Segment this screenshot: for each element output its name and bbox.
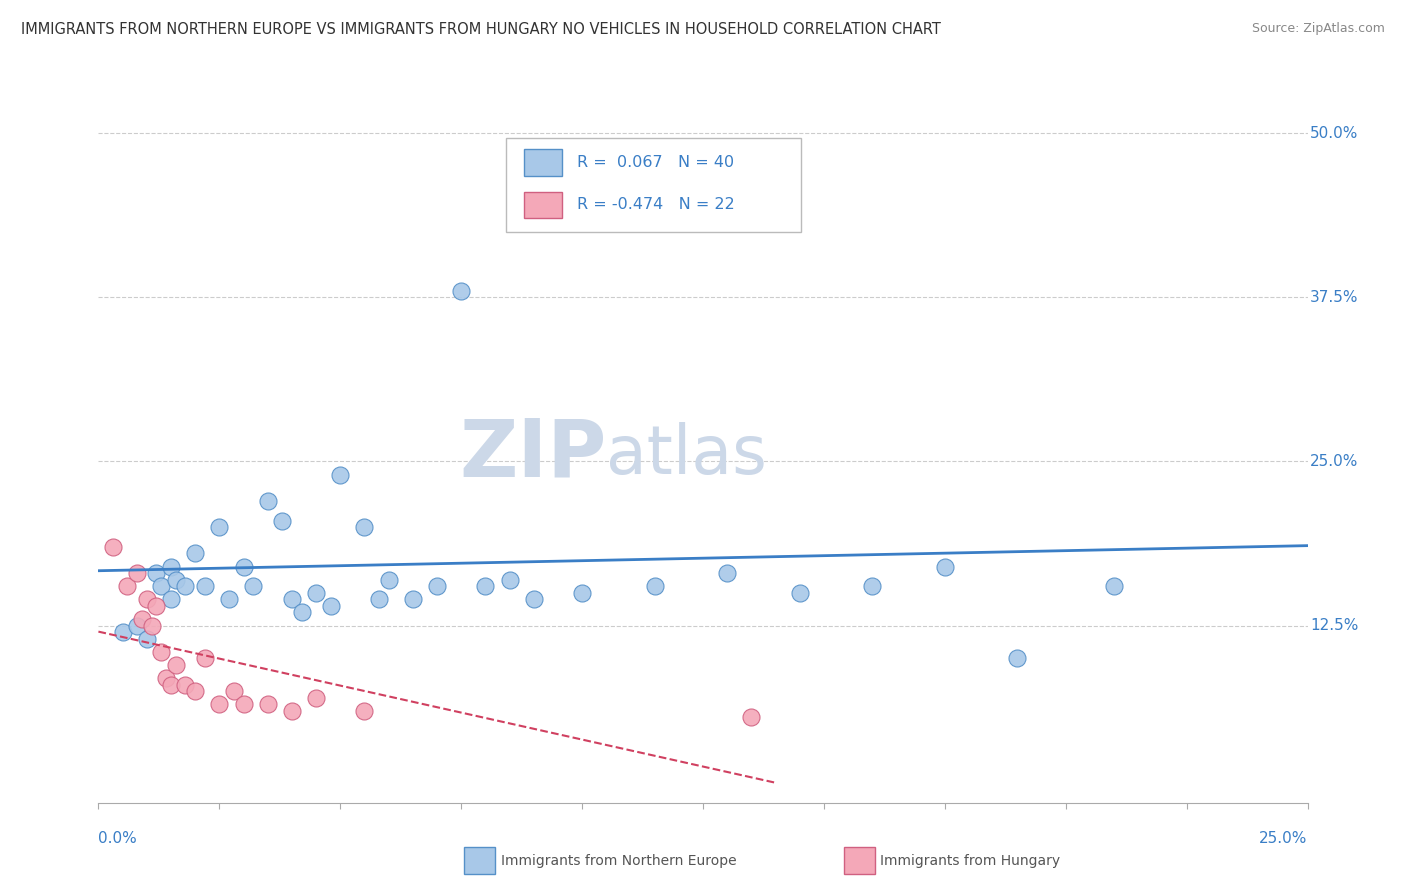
Point — [184, 546, 207, 560]
Point — [716, 566, 738, 580]
Point — [208, 698, 231, 712]
Point — [232, 698, 254, 712]
Point — [145, 566, 167, 580]
Bar — [524, 150, 562, 176]
Point — [184, 684, 207, 698]
Point — [117, 579, 139, 593]
Bar — [524, 192, 562, 218]
Text: Immigrants from Hungary: Immigrants from Hungary — [880, 854, 1060, 868]
Point — [131, 612, 153, 626]
Point — [740, 710, 762, 724]
Point — [368, 592, 391, 607]
Point — [353, 520, 375, 534]
Point — [377, 573, 399, 587]
Point — [242, 579, 264, 593]
Point — [329, 467, 352, 482]
Point — [595, 166, 617, 180]
Text: 50.0%: 50.0% — [1310, 126, 1358, 141]
FancyBboxPatch shape — [506, 138, 801, 232]
Text: 37.5%: 37.5% — [1310, 290, 1358, 305]
Point — [101, 540, 124, 554]
Point — [450, 284, 472, 298]
Point — [194, 651, 217, 665]
Point — [353, 704, 375, 718]
Point — [218, 592, 240, 607]
Point — [127, 618, 149, 632]
Point — [165, 657, 187, 672]
Text: 25.0%: 25.0% — [1310, 454, 1358, 469]
Text: R =  0.067   N = 40: R = 0.067 N = 40 — [576, 155, 734, 170]
Text: IMMIGRANTS FROM NORTHERN EUROPE VS IMMIGRANTS FROM HUNGARY NO VEHICLES IN HOUSEH: IMMIGRANTS FROM NORTHERN EUROPE VS IMMIG… — [21, 22, 941, 37]
Text: 0.0%: 0.0% — [98, 830, 138, 846]
Point — [1102, 579, 1125, 593]
Text: Immigrants from Northern Europe: Immigrants from Northern Europe — [501, 854, 737, 868]
Point — [256, 494, 278, 508]
Point — [319, 599, 342, 613]
Text: R = -0.474   N = 22: R = -0.474 N = 22 — [576, 197, 735, 212]
Point — [498, 573, 520, 587]
Point — [145, 599, 167, 613]
Point — [222, 684, 245, 698]
Point — [571, 586, 593, 600]
Point — [160, 592, 183, 607]
Point — [474, 579, 496, 593]
Point — [789, 586, 811, 600]
Point — [165, 573, 187, 587]
Text: 12.5%: 12.5% — [1310, 618, 1358, 633]
Point — [523, 592, 546, 607]
Point — [135, 592, 157, 607]
Point — [127, 566, 149, 580]
Point — [160, 559, 183, 574]
Point — [208, 520, 231, 534]
Point — [160, 678, 183, 692]
Point — [155, 671, 177, 685]
Text: 25.0%: 25.0% — [1260, 830, 1308, 846]
Point — [150, 579, 173, 593]
Point — [194, 579, 217, 593]
Point — [305, 586, 328, 600]
Point — [860, 579, 883, 593]
Point — [232, 559, 254, 574]
Point — [174, 579, 197, 593]
Point — [305, 690, 328, 705]
Point — [141, 618, 163, 632]
Point — [281, 704, 304, 718]
Point — [281, 592, 304, 607]
Text: Source: ZipAtlas.com: Source: ZipAtlas.com — [1251, 22, 1385, 36]
Point — [402, 592, 425, 607]
Point — [174, 678, 197, 692]
Point — [1007, 651, 1029, 665]
Point — [290, 606, 312, 620]
Point — [271, 514, 294, 528]
Point — [111, 625, 134, 640]
Point — [644, 579, 666, 593]
Point — [150, 645, 173, 659]
Text: ZIP: ZIP — [458, 416, 606, 494]
Point — [426, 579, 449, 593]
Text: atlas: atlas — [606, 422, 768, 488]
Point — [135, 632, 157, 646]
Point — [256, 698, 278, 712]
Point — [934, 559, 956, 574]
